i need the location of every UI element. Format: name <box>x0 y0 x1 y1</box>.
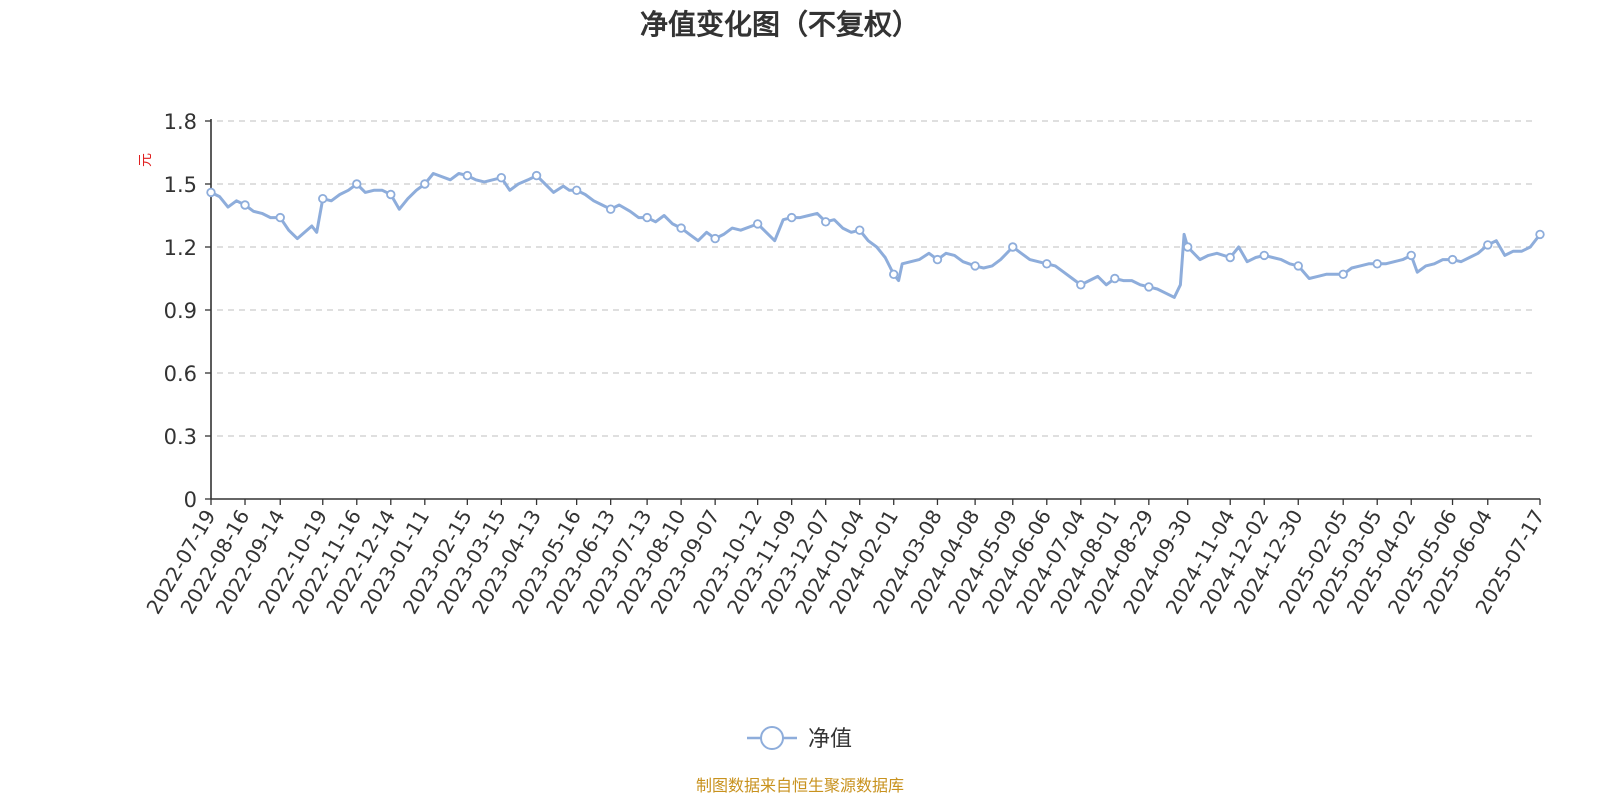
data-point-6[interactable] <box>420 179 430 189</box>
data-point-7[interactable] <box>462 170 473 181</box>
y-axis-unit-label: 元 <box>138 153 154 167</box>
data-point-11[interactable] <box>605 204 616 214</box>
data-point-31[interactable] <box>1338 269 1348 279</box>
ytick-label-4: 1.2 <box>164 236 197 260</box>
ytick-label-0: 0 <box>184 488 197 512</box>
data-point-8[interactable] <box>496 172 507 183</box>
data-point-18[interactable] <box>855 225 865 235</box>
data-point-12[interactable] <box>642 212 652 223</box>
x-axis-ticks: 2022-07-192022-08-162022-09-142022-10-19… <box>141 499 1549 618</box>
data-point-10[interactable] <box>571 185 582 195</box>
data-point-32[interactable] <box>1372 259 1382 269</box>
data-point-2[interactable] <box>275 212 285 223</box>
data-point-28[interactable] <box>1225 252 1235 263</box>
data-point-14[interactable] <box>710 233 720 244</box>
data-point-21[interactable] <box>970 261 980 271</box>
legend-label: 净值 <box>808 727 852 752</box>
series-layer <box>206 170 1545 299</box>
data-point-23[interactable] <box>1042 259 1052 269</box>
data-point-5[interactable] <box>386 189 396 200</box>
data-point-24[interactable] <box>1076 280 1086 290</box>
data-point-9[interactable] <box>531 170 542 181</box>
legend[interactable]: 净值 <box>747 726 852 752</box>
data-point-27[interactable] <box>1183 242 1193 252</box>
data-point-26[interactable] <box>1144 282 1154 292</box>
data-point-34[interactable] <box>1447 254 1458 265</box>
data-point-20[interactable] <box>932 254 943 265</box>
ytick-label-3: 0.9 <box>164 299 197 323</box>
data-point-3[interactable] <box>318 193 328 204</box>
ytick-label-5: 1.5 <box>164 173 197 197</box>
data-point-4[interactable] <box>352 179 362 189</box>
data-point-22[interactable] <box>1008 242 1018 252</box>
data-point-16[interactable] <box>786 212 797 223</box>
data-point-19[interactable] <box>889 269 899 279</box>
data-point-15[interactable] <box>752 219 763 229</box>
ytick-label-6: 1.8 <box>164 110 197 134</box>
legend-circle-icon <box>760 726 784 750</box>
data-point-30[interactable] <box>1293 261 1303 271</box>
data-source-note: 制图数据来自恒生聚源数据库 <box>696 776 904 795</box>
grid-lines <box>217 120 1534 437</box>
data-point-13[interactable] <box>676 223 686 233</box>
data-point-29[interactable] <box>1259 250 1269 261</box>
data-point-36[interactable] <box>1535 229 1545 240</box>
data-point-0[interactable] <box>206 187 216 198</box>
data-point-25[interactable] <box>1110 273 1120 284</box>
y-axis-ticks: 0 0.3 0.6 0.9 1.2 1.5 1.8 <box>164 110 211 512</box>
series-line-0 <box>209 172 1542 299</box>
ytick-label-2: 0.6 <box>164 362 197 386</box>
chart-title: 净值变化图（不复权） <box>640 8 920 41</box>
ytick-label-1: 0.3 <box>164 425 197 449</box>
axes <box>210 119 1540 500</box>
data-point-35[interactable] <box>1483 240 1493 250</box>
data-point-33[interactable] <box>1406 250 1416 261</box>
data-point-17[interactable] <box>820 217 831 227</box>
data-point-1[interactable] <box>240 200 250 210</box>
